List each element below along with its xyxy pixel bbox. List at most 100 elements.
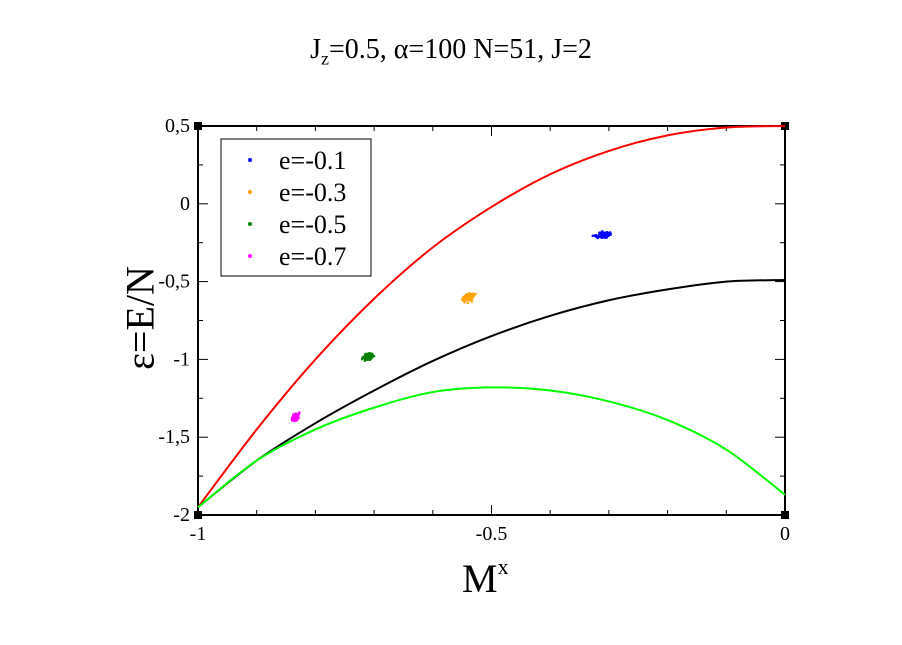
scatter-point <box>292 415 295 418</box>
scatter-point <box>294 412 297 415</box>
chart-title: Jz=0.5, α=100 N=51, J=2 <box>0 34 902 70</box>
scatter-point <box>296 418 299 421</box>
curve-line <box>197 279 786 509</box>
y-tick-label: -2 <box>173 504 190 526</box>
scatter-point <box>474 292 477 296</box>
scatter-point <box>605 235 609 239</box>
legend-label: e=-0.3 <box>279 178 346 207</box>
scatter-point <box>295 414 298 418</box>
scatter-point <box>465 293 468 297</box>
scatter-point <box>297 417 300 420</box>
x-tick-label: 0 <box>780 523 790 545</box>
x-axis-label-sup: x <box>497 553 509 579</box>
x-tick-label: -1 <box>190 523 207 545</box>
scatter-point <box>364 353 367 356</box>
legend-box <box>220 138 372 277</box>
x-tick-label: -0.5 <box>476 523 508 545</box>
scatter-point <box>470 300 474 303</box>
scatter-point <box>291 416 294 419</box>
scatter-point <box>601 230 604 233</box>
scatter-point <box>594 234 598 237</box>
title-subscript: z <box>320 48 329 69</box>
legend-marker <box>248 222 252 226</box>
scatter-point <box>607 234 610 237</box>
x-axis-label-main: M <box>462 556 498 601</box>
scatter-point <box>366 354 369 357</box>
y-tick-label: 0,5 <box>165 115 190 137</box>
scatter-point <box>591 234 594 237</box>
scatter-point <box>365 352 368 355</box>
scatter-point <box>469 293 472 296</box>
legend-marker <box>248 254 252 258</box>
curve-line <box>197 125 786 508</box>
scatter-point <box>371 355 374 359</box>
scatter-point <box>608 231 611 234</box>
y-tick-label: -1 <box>173 348 190 370</box>
scatter-point <box>598 235 602 238</box>
scatter-point <box>470 298 473 301</box>
scatter-point <box>472 292 475 295</box>
scatter-point <box>603 231 606 234</box>
legend-marker <box>248 190 252 194</box>
scatter-point <box>463 301 466 304</box>
legend-label: e=-0.1 <box>279 146 346 175</box>
scatter-point <box>466 301 469 305</box>
scatter-point <box>593 234 596 237</box>
scatter-point <box>361 358 364 361</box>
scatter-point <box>297 412 300 416</box>
scatter-point <box>467 293 470 296</box>
scatter-point <box>597 235 600 238</box>
scatter-point <box>365 354 368 358</box>
scatter-point <box>368 358 371 361</box>
scatter-point <box>470 295 473 298</box>
x-axis-label: Mx <box>462 553 509 602</box>
scatter-point <box>468 298 471 301</box>
y-tick-label: -1,5 <box>158 426 190 448</box>
scatter-point <box>606 233 610 236</box>
scatter-point <box>599 231 602 235</box>
scatter-point <box>467 295 470 298</box>
scatter-point <box>293 416 297 419</box>
scatter-point <box>604 236 607 239</box>
scatter-point <box>362 356 365 360</box>
scatter-point <box>603 233 607 237</box>
scatter-point <box>472 295 475 298</box>
scatter-point <box>462 297 465 300</box>
scatter-point <box>298 411 301 414</box>
y-tick-label: 0 <box>180 193 190 215</box>
scatter-point <box>462 298 465 302</box>
scatter-point <box>364 356 367 359</box>
scatter-point <box>363 359 367 362</box>
scatter-point <box>462 296 465 299</box>
title-j: J <box>310 34 321 65</box>
scatter-point <box>367 356 370 359</box>
scatter-point <box>463 298 467 301</box>
scatter-point <box>297 414 300 418</box>
scatter-point <box>369 357 372 360</box>
curve-line <box>197 386 786 509</box>
scatter-point <box>608 233 611 236</box>
scatter-point <box>601 236 604 239</box>
scatter-point <box>372 355 376 358</box>
plot-area: -1 -0.5 0 0,5 0 -0,5 -1 -1,5 -2 e=-0.1 e=-0.3 e=-0.… <box>158 115 790 545</box>
scatter-point <box>605 231 609 234</box>
scatter-point <box>362 355 365 358</box>
y-axis-label: ε=E/N <box>117 266 163 370</box>
legend-marker <box>248 158 252 162</box>
scatter-point <box>368 352 371 356</box>
scatter-point <box>369 356 372 359</box>
legend-label: e=-0.5 <box>279 210 346 239</box>
scatter-point <box>609 233 612 236</box>
scatter-point <box>596 236 599 239</box>
y-tick-label: -0,5 <box>158 271 190 293</box>
scatter-point <box>601 231 605 234</box>
scatter-point <box>602 235 605 238</box>
scatter-point <box>368 354 371 357</box>
scatter-point <box>291 418 294 421</box>
legend-label: e=-0.7 <box>279 242 346 271</box>
scatter-point <box>370 353 373 356</box>
scatter-point <box>361 356 364 359</box>
scatter-point <box>294 414 297 418</box>
scatter-point <box>604 232 608 236</box>
